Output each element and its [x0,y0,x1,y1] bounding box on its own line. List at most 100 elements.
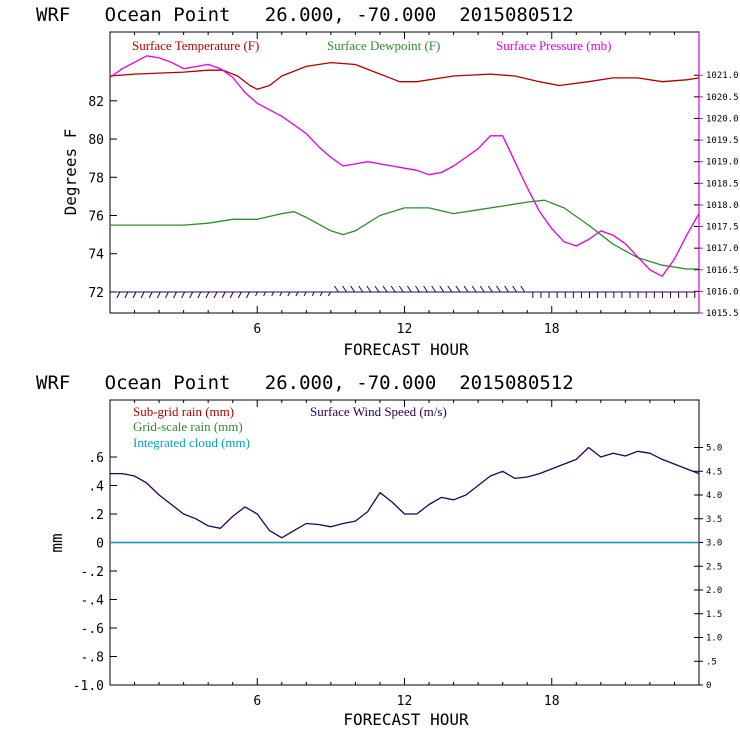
y-tick-label: 74 [88,248,104,263]
y-tick-label: -.6 [81,622,104,637]
legend-surface-wind-speed: Surface Wind Speed (m/s) [310,404,447,419]
y2-tick-label: 1021.0 [706,71,739,81]
wind-barb [487,285,493,293]
y-tick-label: 80 [88,133,104,148]
x-tick-label: 12 [397,694,413,709]
wind-barb [366,285,372,293]
y2-tick-label: 1017.5 [706,223,739,233]
wind-barb [382,285,388,293]
wind-barb [374,285,380,293]
wind-barb [311,291,315,297]
wind-barb [350,285,356,293]
y2-tick-label: 1020.5 [706,93,739,103]
y-tick-label: -.4 [81,594,105,609]
y-tick-label: .6 [88,451,104,466]
y2-tick-label: 4.5 [706,467,722,477]
wind-barb [205,291,210,299]
panel1-ylabel: Degrees F [61,129,80,216]
panel1-title: WRF Ocean Point 26.000, -70.000 20150805… [36,4,574,26]
y2-tick-label: 1016.0 [706,287,739,297]
wind-barb [116,291,121,299]
wind-barb [512,285,518,293]
wind-barb [164,291,169,299]
wind-barb [197,291,202,299]
panel2-ylabel: mm [47,533,66,552]
y2-tick-label: 0 [706,681,711,691]
y-tick-label: 78 [88,171,104,186]
wind-barb [319,291,323,297]
wind-barb [504,285,509,293]
legend-surface-pressure: Surface Pressure (mb) [496,38,612,53]
panel1-xlabel: FORECAST HOUR [343,340,469,359]
wind-barb [342,285,347,293]
y2-tick-label: 1018.5 [706,179,739,189]
x-tick-label: 6 [253,322,261,337]
x-tick-label: 18 [544,322,560,337]
wind-barb [415,285,420,293]
wind-barb [189,291,194,299]
y2-tick-label: 5.0 [706,444,722,454]
wind-barb [447,285,453,293]
y-tick-label: -.8 [81,651,104,666]
wind-barb [358,285,364,293]
wind-barb [327,291,331,297]
legend-gridscale-rain: Grid-scale rain (mm) [133,419,243,434]
temperature-panel: WRF Ocean Point 26.000, -70.000 20150805… [36,4,739,359]
y2-tick-label: 1019.5 [706,136,739,146]
wind-barb [390,285,396,293]
y2-tick-label: 2.0 [706,586,722,596]
wind-barb [431,285,437,293]
y2-tick-label: 3.0 [706,539,722,549]
wind-barb [479,285,485,293]
wind-barb [237,291,242,299]
wind-barb [148,291,153,299]
y2-tick-label: 1019.0 [706,158,739,168]
wind-barbs [116,285,696,299]
series-line-surface-temperature-f [109,61,700,90]
wind-barb [181,291,186,299]
wind-barb [520,285,526,293]
wind-barb [271,291,275,297]
y-tick-label: .2 [88,508,104,523]
wind-barb [279,291,283,297]
wind-barb [334,285,339,293]
y2-tick-label: 1.5 [706,610,722,620]
y2-tick-label: .5 [706,657,717,667]
y2-tick-label: 1017.0 [706,244,739,254]
wind-barb [221,291,226,299]
series-line-surface-dewpoint-f [110,199,699,270]
wind-barb [140,291,145,299]
y2-tick-label: 1015.5 [706,309,739,319]
wind-barb [398,285,404,293]
y-tick-label: -.2 [81,565,104,580]
wind-barb [463,285,469,293]
wind-barb [132,291,137,299]
wind-barb [156,291,161,299]
wind-barb [295,291,299,297]
y-tick-label: .4 [88,480,104,495]
y-tick-label: 0 [96,537,104,552]
x-tick-label: 12 [397,322,413,337]
wind-barb [303,291,307,297]
wind-barb [213,291,218,299]
y-tick-label: 72 [88,286,104,301]
panel2-xlabel: FORECAST HOUR [343,710,469,729]
legend-surface-temperature: Surface Temperature (F) [132,38,259,53]
y2-tick-label: 4.0 [706,491,722,501]
y-tick-label: 76 [88,210,104,225]
series-line-surface-pressure-mb [109,55,700,277]
y2-tick-label: 2.5 [706,562,722,572]
y2-tick-label: 1016.5 [706,266,739,276]
wind-barb [496,285,501,293]
wind-barb [439,285,445,293]
wind-barb [124,291,129,299]
legend-surface-dewpoint: Surface Dewpoint (F) [327,38,440,53]
precip-panel: WRF Ocean Point 26.000, -70.000 20150805… [36,372,722,729]
wind-barb [255,291,258,297]
wind-barb [406,285,412,293]
x-tick-label: 18 [544,694,560,709]
legend-integrated-cloud: Integrated cloud (mm) [133,435,250,450]
legend-subgrid-rain: Sub-grid rain (mm) [133,404,234,419]
wind-barb [229,291,234,299]
